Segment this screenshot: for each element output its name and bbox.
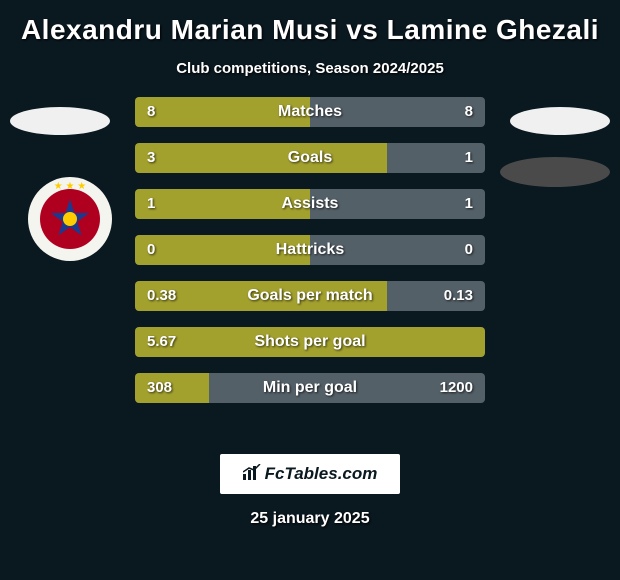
comparison-chart: ★ ★ ★ Matches88Goals31Assists11Hattricks… (0, 97, 620, 437)
player-right-placeholder-icon (510, 107, 610, 135)
stat-value-left: 1 (147, 189, 155, 219)
stat-value-right: 1200 (440, 373, 473, 403)
stat-label: Hattricks (135, 235, 485, 265)
chart-icon (243, 464, 261, 485)
stat-value-left: 8 (147, 97, 155, 127)
stat-label: Min per goal (135, 373, 485, 403)
stat-value-left: 5.67 (147, 327, 176, 357)
stat-value-right: 8 (465, 97, 473, 127)
watermark-text: FcTables.com (265, 464, 378, 484)
stat-label: Shots per goal (135, 327, 485, 357)
stat-value-left: 0.38 (147, 281, 176, 311)
player-left-placeholder-icon (10, 107, 110, 135)
stat-label: Goals (135, 143, 485, 173)
stat-value-right: 1 (465, 143, 473, 173)
watermark-logo: FcTables.com (220, 454, 400, 494)
stat-value-left: 308 (147, 373, 172, 403)
stat-row: Assists1 1 (135, 189, 485, 219)
stat-label: Matches (135, 97, 485, 127)
badge-dot-icon (63, 212, 77, 226)
stat-label: Goals per match (135, 281, 485, 311)
club-left-badge: ★ ★ ★ (28, 177, 112, 261)
stat-row: Min per goal308 1200 (135, 373, 485, 403)
stat-value-left: 3 (147, 143, 155, 173)
stat-value-left: 0 (147, 235, 155, 265)
stat-bars: Matches88Goals31Assists11Hattricks00Goal… (135, 97, 485, 419)
stat-row: Goals per match0.38 0.13 (135, 281, 485, 311)
stat-row: Hattricks0 0 (135, 235, 485, 265)
generated-date: 25 january 2025 (0, 510, 620, 528)
stat-value-right: 1 (465, 189, 473, 219)
stat-value-right: 0.13 (444, 281, 473, 311)
stat-row: Goals3 1 (135, 143, 485, 173)
stat-row: Shots per goal5.67 (135, 327, 485, 357)
stat-value-right: 0 (465, 235, 473, 265)
stat-label: Assists (135, 189, 485, 219)
page-subtitle: Club competitions, Season 2024/2025 (0, 60, 620, 77)
stat-row: Matches8 8 (135, 97, 485, 127)
page-title: Alexandru Marian Musi vs Lamine Ghezali (0, 0, 620, 46)
club-right-placeholder-icon (500, 157, 610, 187)
